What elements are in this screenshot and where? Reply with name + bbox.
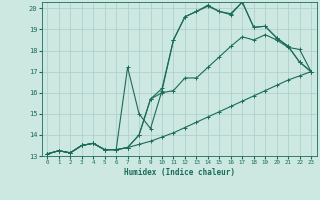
X-axis label: Humidex (Indice chaleur): Humidex (Indice chaleur) [124, 168, 235, 177]
